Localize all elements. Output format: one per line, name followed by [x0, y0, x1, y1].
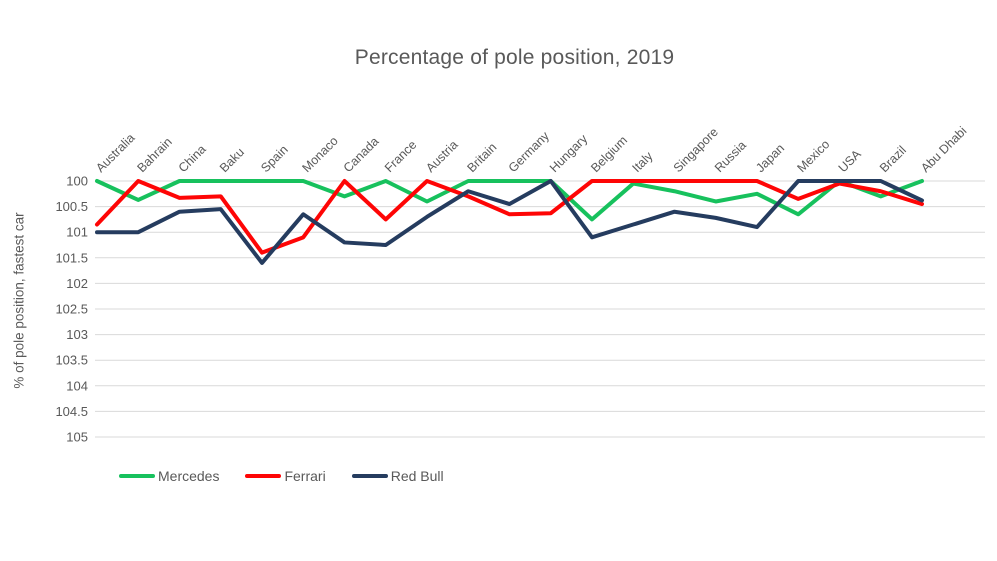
- series-line-red-bull: [95, 179, 924, 265]
- x-tick-label: Baku: [217, 145, 247, 175]
- legend-label-ferrari: Ferrari: [284, 468, 326, 484]
- y-tick-label: 102.5: [55, 302, 88, 317]
- series-line-mercedes: [95, 179, 924, 222]
- x-tick-label: Japan: [753, 141, 787, 175]
- x-tick-label: France: [382, 138, 419, 175]
- chart-legend: Mercedes Ferrari Red Bull: [119, 468, 470, 484]
- x-tick-label: Brazil: [877, 143, 909, 175]
- x-tick-label: Abu Dhabi: [918, 124, 969, 175]
- x-tick-label: Germany: [506, 128, 553, 175]
- x-tick-label: Australia: [93, 131, 137, 175]
- chart-title: Percentage of pole position, 2019: [354, 46, 675, 69]
- y-tick-label: 103: [66, 327, 88, 342]
- x-tick-label: USA: [836, 147, 865, 176]
- y-tick-label: 104: [66, 378, 88, 393]
- x-tick-label: Austria: [423, 138, 460, 175]
- x-tick-label: China: [176, 142, 209, 175]
- x-tick-label: Bahrain: [134, 135, 174, 175]
- x-tick-label: Mexico: [794, 137, 832, 175]
- y-tick-label: 105: [66, 430, 88, 445]
- y-tick-label: 101.5: [55, 250, 88, 265]
- y-tick-label: 100.5: [55, 199, 88, 214]
- legend-item-mercedes: Mercedes: [119, 468, 219, 484]
- legend-swatch-mercedes: [119, 474, 155, 478]
- x-tick-label: Italy: [629, 148, 656, 175]
- legend-label-mercedes: Mercedes: [158, 468, 220, 484]
- y-tick-label: 102: [66, 276, 88, 291]
- x-tick-label: Hungary: [547, 131, 591, 175]
- legend-item-ferrari: Ferrari: [245, 468, 326, 484]
- legend-item-red-bull: Red Bull: [351, 468, 444, 484]
- x-tick-label: Monaco: [299, 134, 340, 175]
- legend-swatch-red-bull: [351, 474, 388, 478]
- y-tick-label: 103.5: [55, 353, 88, 368]
- x-tick-label: Canada: [341, 134, 382, 175]
- legend-swatch-ferrari: [245, 474, 282, 478]
- y-tick-label: 104.5: [55, 404, 88, 419]
- x-tick-label: Russia: [712, 138, 749, 175]
- legend-label-red-bull: Red Bull: [390, 468, 444, 484]
- y-tick-label: 100: [66, 174, 88, 189]
- x-tick-label: Belgium: [588, 133, 630, 175]
- x-tick-label: Britain: [464, 140, 499, 175]
- y-tick-label: 101: [66, 225, 88, 240]
- x-tick-label: Spain: [258, 143, 291, 176]
- series-line-ferrari: [95, 179, 924, 255]
